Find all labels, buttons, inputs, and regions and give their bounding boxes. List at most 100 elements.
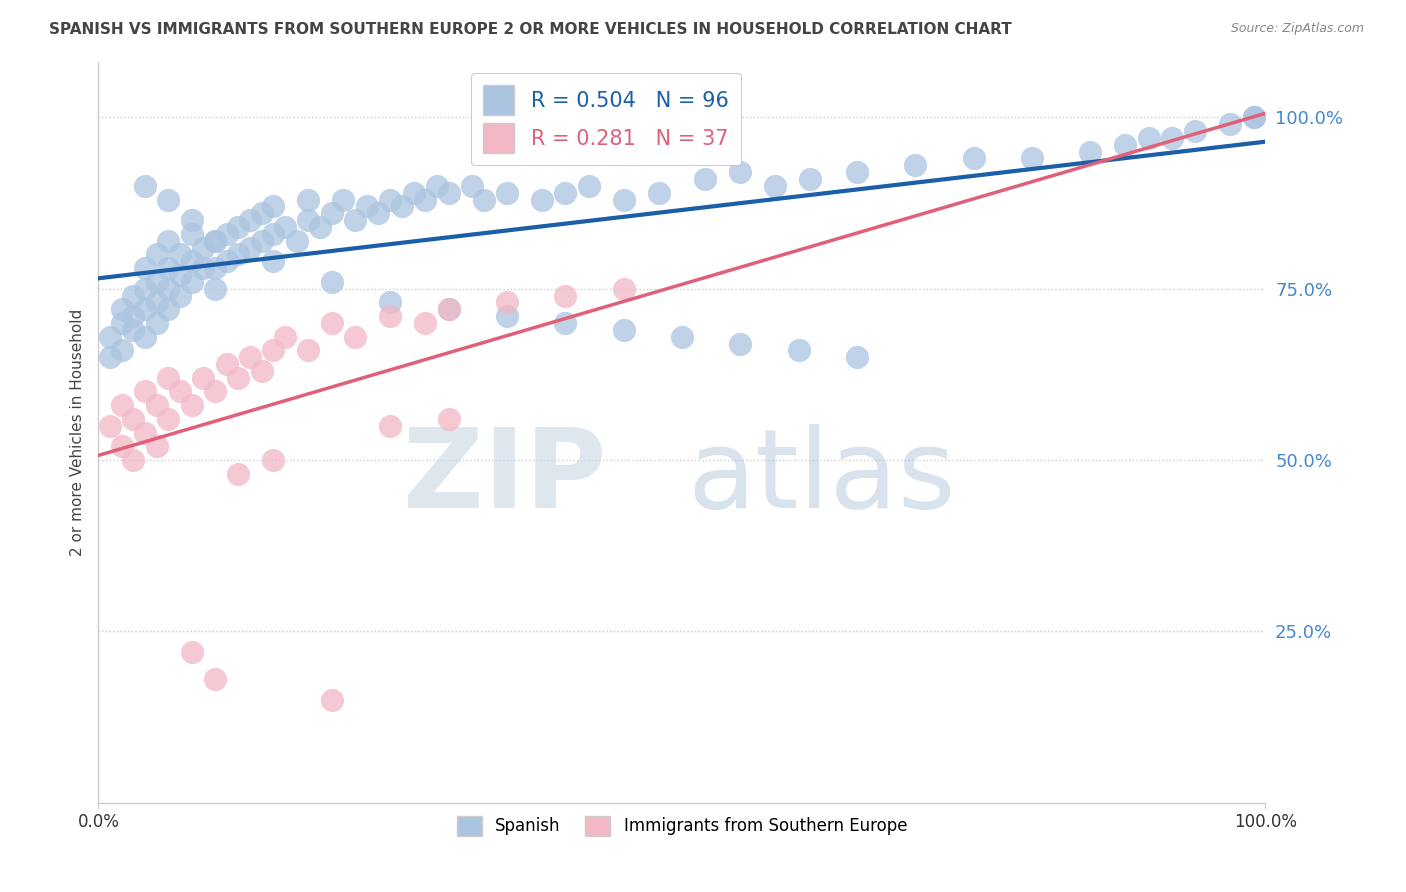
Point: [204, 261, 226, 276]
Text: atlas: atlas: [688, 424, 956, 531]
Point: [134, 282, 156, 296]
Text: SPANISH VS IMMIGRANTS FROM SOUTHERN EUROPE 2 OR MORE VEHICLES IN HOUSEHOLD CORRE: SPANISH VS IMMIGRANTS FROM SOUTHERN EURO…: [49, 22, 1012, 37]
Point: [496, 309, 519, 323]
Point: [134, 302, 156, 317]
Point: [193, 240, 215, 255]
Point: [309, 219, 332, 234]
Point: [1080, 145, 1102, 159]
Point: [530, 193, 553, 207]
Point: [613, 282, 636, 296]
Point: [204, 673, 226, 687]
Point: [239, 350, 262, 364]
Point: [904, 158, 927, 172]
Point: [262, 227, 284, 241]
Point: [321, 693, 343, 707]
Point: [180, 213, 202, 227]
Point: [496, 295, 519, 310]
Point: [262, 254, 284, 268]
Point: [169, 247, 191, 261]
Point: [215, 357, 238, 371]
Point: [193, 371, 215, 385]
Point: [146, 275, 169, 289]
Point: [297, 213, 319, 227]
Point: [122, 288, 145, 302]
Point: [380, 295, 402, 310]
Point: [380, 309, 402, 323]
Point: [671, 329, 693, 343]
Point: [1184, 124, 1206, 138]
Point: [250, 234, 273, 248]
Point: [239, 240, 262, 255]
Point: [1243, 110, 1265, 124]
Point: [472, 193, 495, 207]
Point: [134, 329, 156, 343]
Point: [228, 467, 250, 481]
Point: [180, 275, 202, 289]
Point: [146, 439, 169, 453]
Point: [228, 219, 250, 234]
Point: [134, 425, 156, 440]
Point: [437, 186, 460, 200]
Point: [380, 193, 402, 207]
Point: [180, 645, 202, 659]
Point: [391, 199, 413, 213]
Point: [146, 247, 169, 261]
Point: [1137, 131, 1160, 145]
Point: [297, 343, 319, 358]
Point: [250, 206, 273, 220]
Text: ZIP: ZIP: [402, 424, 606, 531]
Point: [134, 261, 156, 276]
Point: [146, 316, 169, 330]
Point: [554, 288, 576, 302]
Point: [215, 227, 238, 241]
Point: [1219, 117, 1241, 131]
Point: [437, 302, 460, 317]
Point: [204, 234, 226, 248]
Point: [193, 261, 215, 276]
Point: [157, 234, 180, 248]
Point: [321, 275, 343, 289]
Point: [461, 178, 484, 193]
Point: [321, 206, 343, 220]
Point: [98, 418, 121, 433]
Point: [962, 152, 984, 166]
Point: [1021, 152, 1043, 166]
Point: [228, 247, 250, 261]
Point: [111, 439, 134, 453]
Point: [262, 343, 284, 358]
Point: [239, 213, 262, 227]
Point: [554, 316, 576, 330]
Point: [262, 199, 284, 213]
Point: [204, 282, 226, 296]
Point: [215, 254, 238, 268]
Point: [122, 453, 145, 467]
Point: [204, 234, 226, 248]
Point: [134, 384, 156, 399]
Point: [496, 186, 519, 200]
Point: [344, 329, 367, 343]
Point: [437, 302, 460, 317]
Point: [250, 364, 273, 378]
Point: [157, 412, 180, 426]
Point: [402, 186, 425, 200]
Point: [98, 329, 121, 343]
Point: [647, 186, 669, 200]
Point: [356, 199, 378, 213]
Point: [578, 178, 600, 193]
Point: [169, 384, 191, 399]
Y-axis label: 2 or more Vehicles in Household: 2 or more Vehicles in Household: [69, 309, 84, 557]
Point: [157, 371, 180, 385]
Point: [730, 165, 752, 179]
Point: [180, 254, 202, 268]
Point: [613, 193, 636, 207]
Text: Source: ZipAtlas.com: Source: ZipAtlas.com: [1230, 22, 1364, 36]
Point: [122, 309, 145, 323]
Point: [846, 165, 869, 179]
Point: [134, 178, 156, 193]
Point: [297, 193, 319, 207]
Point: [98, 350, 121, 364]
Point: [111, 398, 134, 412]
Point: [111, 343, 134, 358]
Point: [111, 316, 134, 330]
Point: [367, 206, 389, 220]
